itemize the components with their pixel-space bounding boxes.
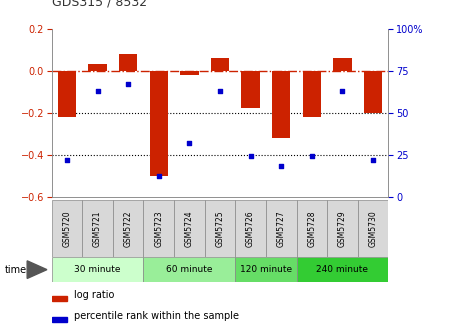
Point [63, 157, 70, 162]
Text: 240 minute: 240 minute [317, 265, 369, 274]
Text: GSM5721: GSM5721 [93, 210, 102, 247]
Text: time: time [4, 265, 26, 275]
Point [124, 81, 132, 87]
Text: log ratio: log ratio [74, 290, 114, 300]
Text: GDS315 / 8532: GDS315 / 8532 [52, 0, 147, 8]
Bar [150, 71, 168, 175]
Bar [358, 200, 388, 257]
Bar [211, 58, 229, 71]
Bar [364, 71, 382, 113]
Bar [58, 71, 76, 117]
Bar [327, 200, 358, 257]
Point [216, 88, 224, 93]
Text: GSM5728: GSM5728 [308, 210, 317, 247]
Point [247, 154, 254, 159]
Point [186, 140, 193, 145]
Bar [88, 64, 107, 71]
Bar [333, 58, 352, 71]
Bar [174, 200, 205, 257]
Bar [144, 257, 235, 282]
Point [308, 154, 316, 159]
Bar [82, 200, 113, 257]
Text: GSM5723: GSM5723 [154, 210, 163, 247]
Text: GSM5726: GSM5726 [246, 210, 255, 247]
Bar [52, 257, 144, 282]
Bar [296, 200, 327, 257]
Bar [113, 200, 144, 257]
Bar [144, 200, 174, 257]
Bar [235, 200, 266, 257]
Text: GSM5730: GSM5730 [369, 210, 378, 247]
Point [277, 164, 285, 169]
Text: GSM5729: GSM5729 [338, 210, 347, 247]
Bar [242, 71, 260, 109]
Bar [52, 296, 67, 301]
Bar [303, 71, 321, 117]
Bar [52, 200, 82, 257]
Text: GSM5722: GSM5722 [123, 210, 132, 247]
Bar [180, 71, 198, 75]
Bar [272, 71, 291, 138]
Point [370, 157, 377, 162]
Text: GSM5727: GSM5727 [277, 210, 286, 247]
Bar [119, 54, 137, 71]
Text: 30 minute: 30 minute [74, 265, 121, 274]
Bar [52, 317, 67, 322]
Bar [266, 200, 296, 257]
Point [339, 88, 346, 93]
Text: GSM5724: GSM5724 [185, 210, 194, 247]
Text: 120 minute: 120 minute [240, 265, 292, 274]
Bar [296, 257, 388, 282]
Bar [235, 257, 296, 282]
Text: GSM5720: GSM5720 [62, 210, 71, 247]
Text: 60 minute: 60 minute [166, 265, 213, 274]
Text: percentile rank within the sample: percentile rank within the sample [74, 311, 238, 321]
Point [155, 174, 163, 179]
Point [94, 88, 101, 93]
Polygon shape [27, 261, 47, 279]
Bar [205, 200, 235, 257]
Text: GSM5725: GSM5725 [216, 210, 224, 247]
